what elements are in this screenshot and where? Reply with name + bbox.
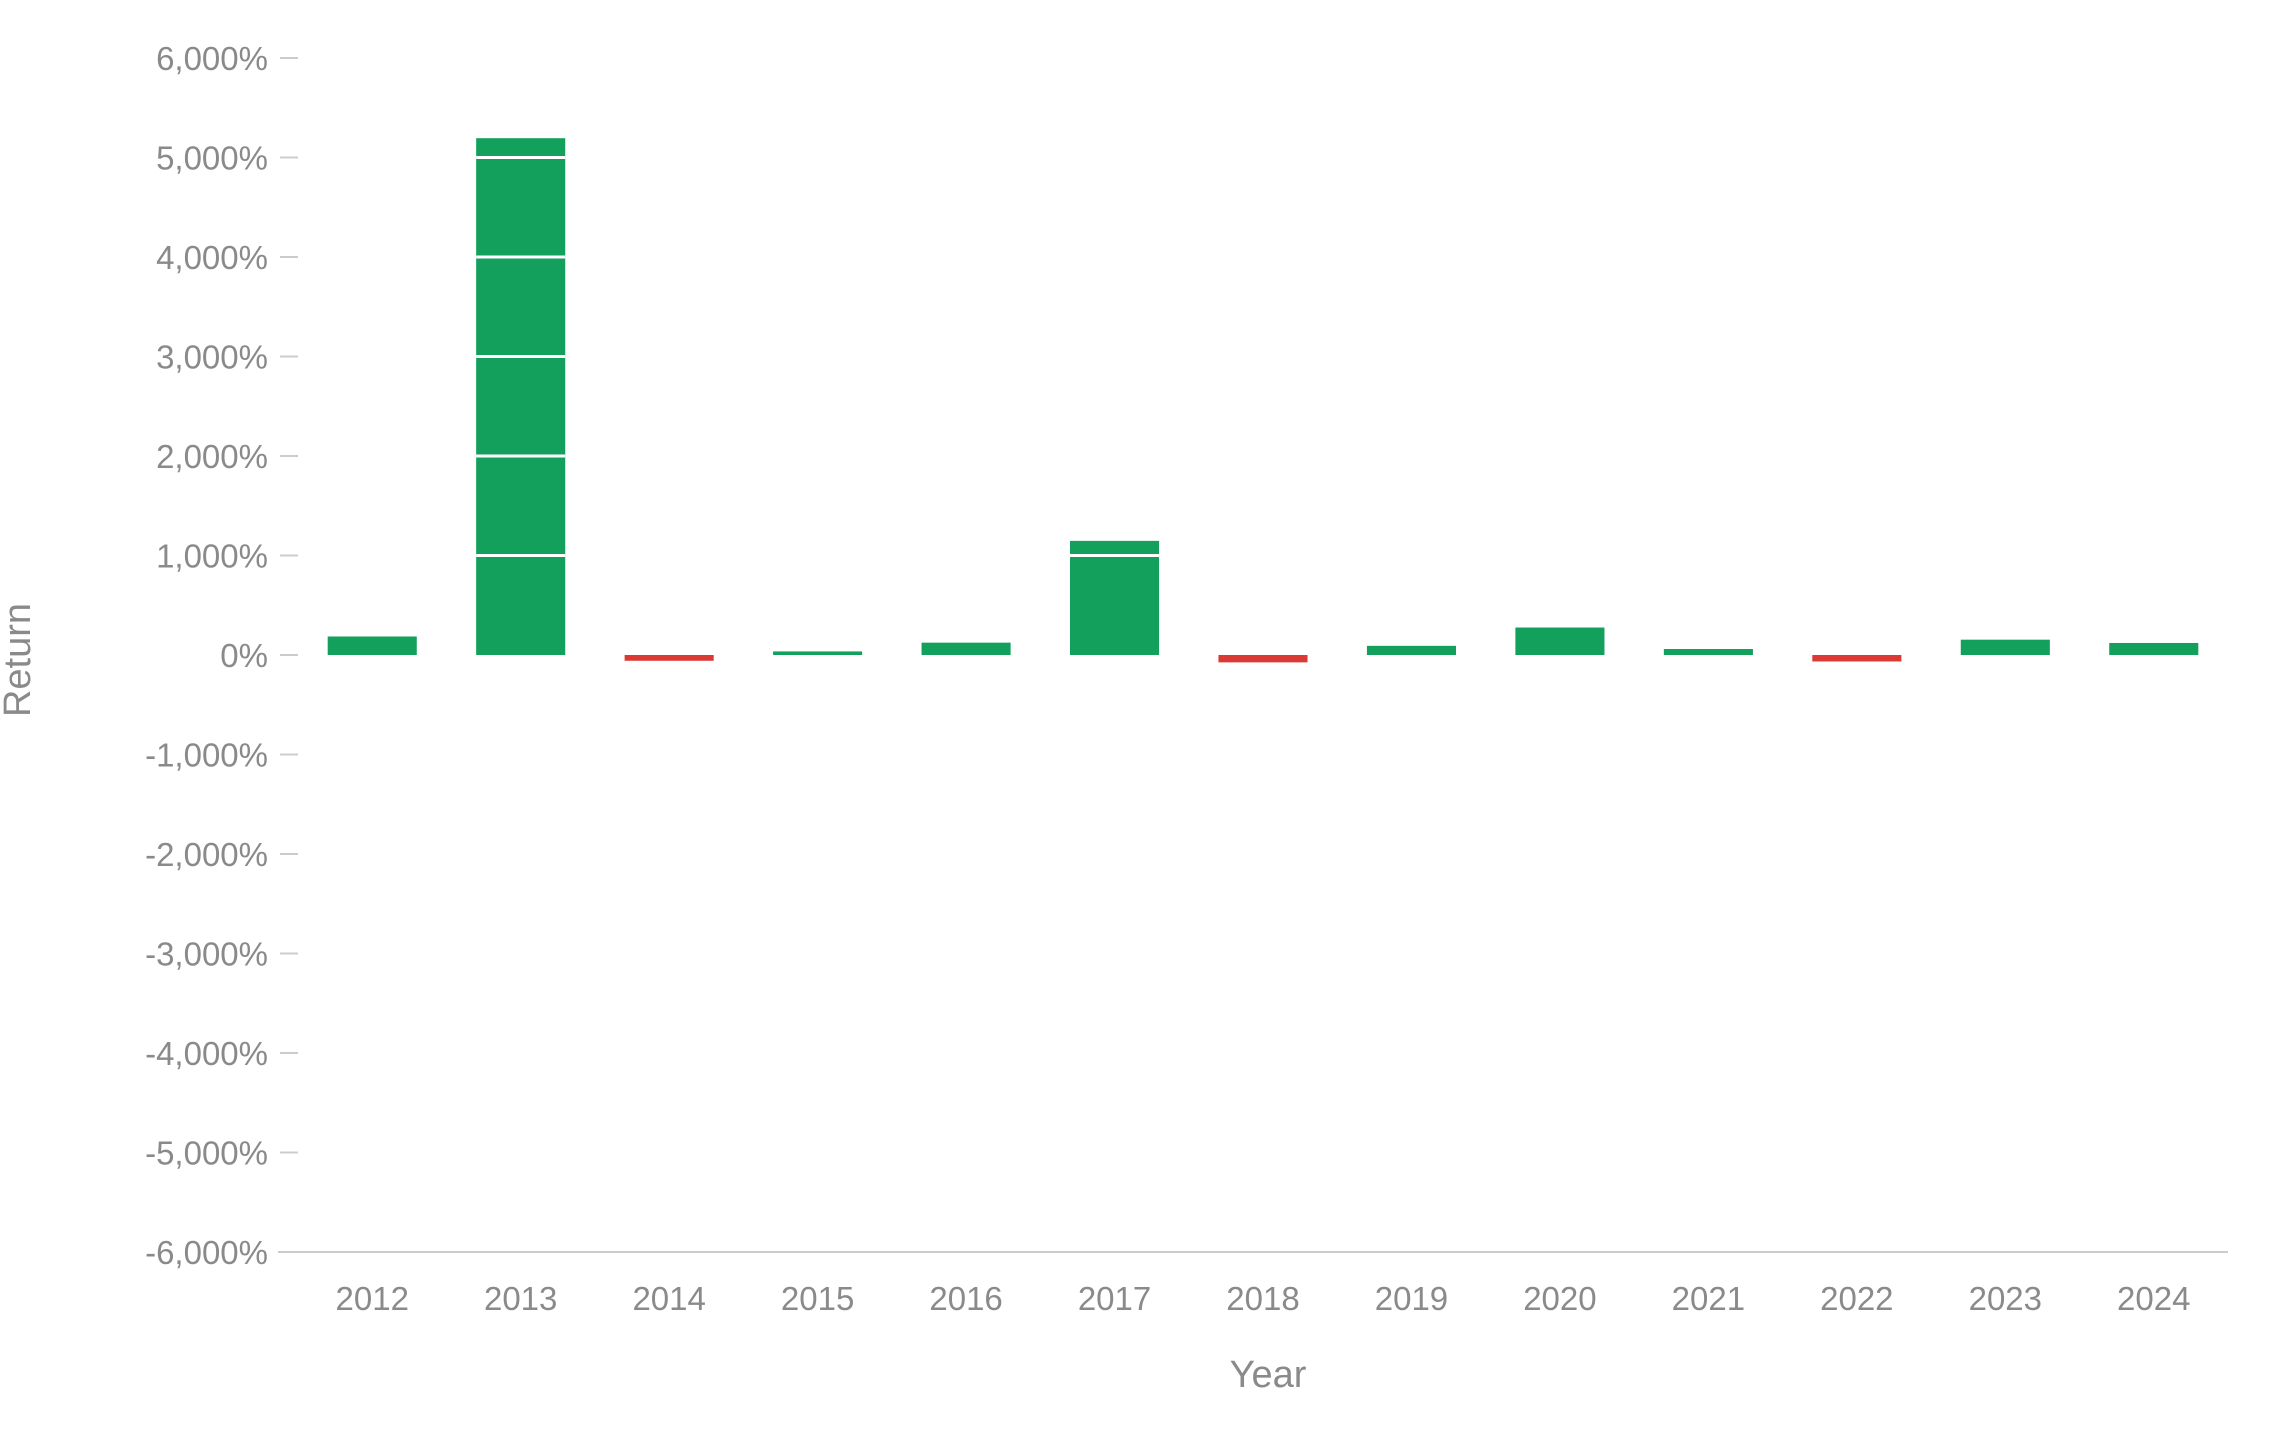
y-tick-label: 6,000%: [156, 40, 268, 77]
y-tick-label: -6,000%: [145, 1234, 268, 1271]
x-tick-label: 2021: [1672, 1280, 1745, 1317]
bars-group: [327, 138, 2199, 663]
bar-2012[interactable]: [327, 636, 417, 655]
y-tick-label: 1,000%: [156, 538, 268, 575]
x-tick-label: 2023: [1969, 1280, 2042, 1317]
x-tick-label: 2017: [1078, 1280, 1151, 1317]
y-tick-label: -2,000%: [145, 836, 268, 873]
y-tick-label: 5,000%: [156, 140, 268, 177]
bar-2021[interactable]: [1663, 649, 1753, 655]
y-tick-label: 3,000%: [156, 339, 268, 376]
y-tick-label: 4,000%: [156, 239, 268, 276]
y-tick-label: 2,000%: [156, 438, 268, 475]
x-tick-label: 2013: [484, 1280, 557, 1317]
y-tick-label: 0%: [220, 637, 268, 674]
y-tick-label: -1,000%: [145, 737, 268, 774]
x-tick-label: 2014: [632, 1280, 705, 1317]
x-tick-label: 2012: [336, 1280, 409, 1317]
y-tick-label: -3,000%: [145, 936, 268, 973]
x-tick-label: 2018: [1226, 1280, 1299, 1317]
bar-2016[interactable]: [921, 642, 1011, 655]
x-tick-label: 2016: [929, 1280, 1002, 1317]
x-axis: 2012 2013 2014 2015 2016 2017 2018 2019 2020 2021…: [278, 1251, 2228, 1317]
x-tick-label: 2019: [1375, 1280, 1448, 1317]
x-tick-label: 2022: [1820, 1280, 1893, 1317]
bar-2017[interactable]: [1070, 540, 1160, 655]
x-tick-label: 2015: [781, 1280, 854, 1317]
bar-2019[interactable]: [1366, 645, 1456, 655]
bar-2024[interactable]: [2109, 642, 2199, 655]
x-tick-label: 2024: [2117, 1280, 2190, 1317]
y-tick-label: -4,000%: [145, 1035, 268, 1072]
bar-2022[interactable]: [1812, 655, 1902, 662]
bar-2023[interactable]: [1960, 639, 2050, 655]
bar-2018[interactable]: [1218, 655, 1308, 663]
bar-2014[interactable]: [624, 655, 714, 661]
y-axis-title: Return: [0, 603, 39, 717]
bar-2013[interactable]: [476, 138, 566, 655]
bar-2015[interactable]: [773, 651, 863, 655]
y-tick-label: -5,000%: [145, 1135, 268, 1172]
y-axis: 6,000% 5,000% 4,000% 3,000% 2,000% 1,000% 0% -1…: [145, 40, 298, 1271]
bar-2020[interactable]: [1515, 627, 1605, 655]
x-axis-title: Year: [1230, 1354, 1307, 1396]
x-tick-label: 2020: [1523, 1280, 1596, 1317]
